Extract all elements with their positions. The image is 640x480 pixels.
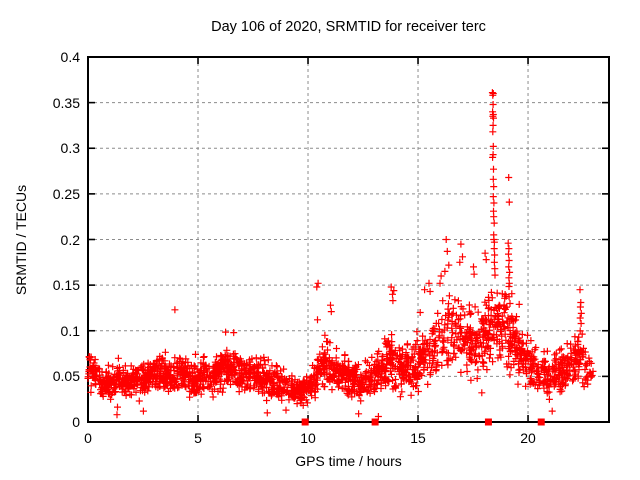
- x-tick-label: 20: [520, 430, 536, 446]
- x-tick-label: 0: [84, 430, 92, 446]
- x-tick-label: 10: [300, 430, 316, 446]
- x-axis-label: GPS time / hours: [295, 453, 402, 469]
- scatter-plus-markers: [84, 89, 597, 420]
- y-tick-label: 0.25: [52, 185, 80, 202]
- y-tick-label: 0.3: [60, 140, 80, 157]
- chart-title: Day 106 of 2020, SRMTID for receiver ter…: [211, 19, 486, 35]
- y-tick-label: 0.15: [52, 277, 80, 294]
- plot-frame: [87, 56, 610, 423]
- zero-flag-square-marker: [301, 418, 309, 426]
- x-tick-label: 15: [410, 430, 426, 446]
- y-tick-label: 0.2: [60, 231, 80, 248]
- y-tick-label: 0.4: [60, 49, 80, 65]
- y-tick-label: 0.35: [52, 94, 80, 111]
- x-tick-label: 5: [194, 430, 202, 446]
- zero-flag-square-marker: [371, 418, 379, 426]
- y-tick-label: 0.1: [60, 322, 80, 339]
- zero-flag-square-marker: [484, 418, 492, 426]
- y-tick-label: 0.05: [52, 368, 80, 385]
- y-tick-label: 0: [72, 414, 80, 430]
- zero-flag-square-marker: [537, 418, 545, 426]
